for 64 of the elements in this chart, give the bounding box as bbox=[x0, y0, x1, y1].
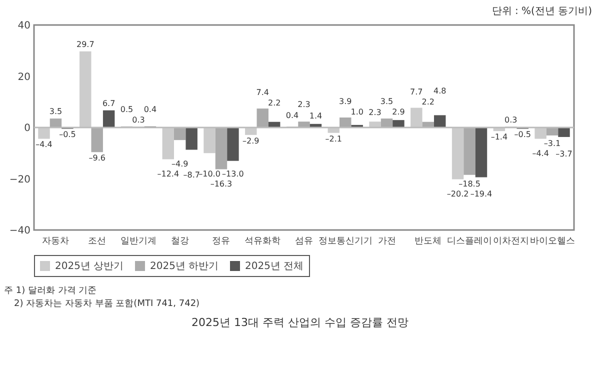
data-label: 0.4 bbox=[286, 111, 299, 120]
legend-label: 2025년 전체 bbox=[245, 261, 304, 272]
data-label: 3.9 bbox=[339, 97, 352, 106]
y-tick-label: 40 bbox=[18, 20, 30, 32]
x-tick-label: 일반기계 bbox=[120, 236, 156, 246]
data-label: –3.7 bbox=[556, 149, 572, 158]
data-label: 1.0 bbox=[350, 107, 364, 116]
data-label: –2.9 bbox=[242, 136, 260, 146]
data-label: –20.2 bbox=[446, 190, 469, 199]
text: 단위 : %(전년 동기비) bbox=[490, 5, 593, 17]
legend-label: 2025년 상반기 bbox=[55, 261, 124, 272]
y-tick-label: −20 bbox=[9, 174, 30, 186]
data-label: –12.4 bbox=[157, 170, 180, 179]
x-tick-label: 조선 bbox=[88, 236, 106, 246]
data-label: –0.5 bbox=[514, 130, 531, 140]
x-tick-label: 정보통신기기 bbox=[318, 236, 372, 246]
data-label: 7.7 bbox=[410, 87, 423, 96]
data-label: 0.3 bbox=[132, 115, 145, 124]
text: 주 1) 달러화 가격 기준 bbox=[4, 285, 98, 298]
text: 2) 자동차는 자동차 부품 포함(MTI 741, 742) bbox=[13, 298, 201, 311]
data-label: 29.7 bbox=[76, 40, 94, 49]
y-tick-label: −40 bbox=[9, 226, 30, 236]
x-tick-label: 바이오헬스 bbox=[530, 236, 575, 246]
x-tick-label: 디스플레이 bbox=[447, 236, 492, 246]
data-label: 0.5 bbox=[120, 104, 134, 114]
data-label: –13.0 bbox=[222, 169, 244, 178]
data-label: –3.1 bbox=[544, 138, 561, 148]
data-label: 0.4 bbox=[144, 105, 157, 114]
data-label: –16.3 bbox=[210, 180, 232, 189]
data-label: 4.8 bbox=[433, 86, 446, 96]
data-label: –4.4 bbox=[36, 140, 52, 150]
data-label: –1.4 bbox=[490, 132, 508, 142]
data-label: –19.4 bbox=[470, 190, 492, 199]
x-tick-label: 정유 bbox=[212, 236, 230, 246]
y-tick-label: 0 bbox=[24, 123, 30, 134]
data-label: 6.7 bbox=[102, 98, 116, 108]
y-tick-label: 20 bbox=[18, 72, 30, 83]
data-label: 1.4 bbox=[309, 111, 322, 120]
data-label: –8.7 bbox=[183, 170, 200, 180]
data-label: 3.5 bbox=[49, 107, 62, 116]
data-label: 2.3 bbox=[368, 108, 382, 118]
data-label: –4.4 bbox=[532, 149, 549, 158]
x-tick-label: 이차전지 bbox=[492, 236, 529, 246]
data-label: –2.1 bbox=[325, 134, 342, 144]
legend-label: 2025년 하반기 bbox=[150, 261, 219, 272]
data-label: –9.6 bbox=[88, 154, 106, 163]
x-tick-label: 반도체 bbox=[414, 236, 442, 246]
data-label: 2.2 bbox=[422, 97, 435, 106]
data-label: 2.2 bbox=[268, 98, 281, 108]
data-label: –10.0 bbox=[198, 170, 220, 179]
data-label: –18.5 bbox=[458, 179, 480, 188]
data-label: 2.3 bbox=[298, 100, 310, 110]
x-tick-label: 석유화학 bbox=[244, 236, 281, 246]
data-label: –4.9 bbox=[171, 160, 188, 169]
x-tick-label: 가전 bbox=[378, 236, 396, 246]
data-label: 3.5 bbox=[380, 97, 394, 106]
x-tick-label: 섬유 bbox=[295, 236, 313, 246]
data-label: 7.4 bbox=[256, 88, 269, 98]
x-tick-label: 자동차 bbox=[42, 236, 70, 246]
x-tick-label: 철강 bbox=[170, 236, 189, 246]
data-label: 2.9 bbox=[392, 108, 405, 117]
text: 2025년 13대 주력 산업의 수입 증감률 전망 bbox=[190, 315, 410, 330]
data-label: 0.3 bbox=[504, 115, 518, 124]
data-label: –0.5 bbox=[59, 130, 76, 140]
